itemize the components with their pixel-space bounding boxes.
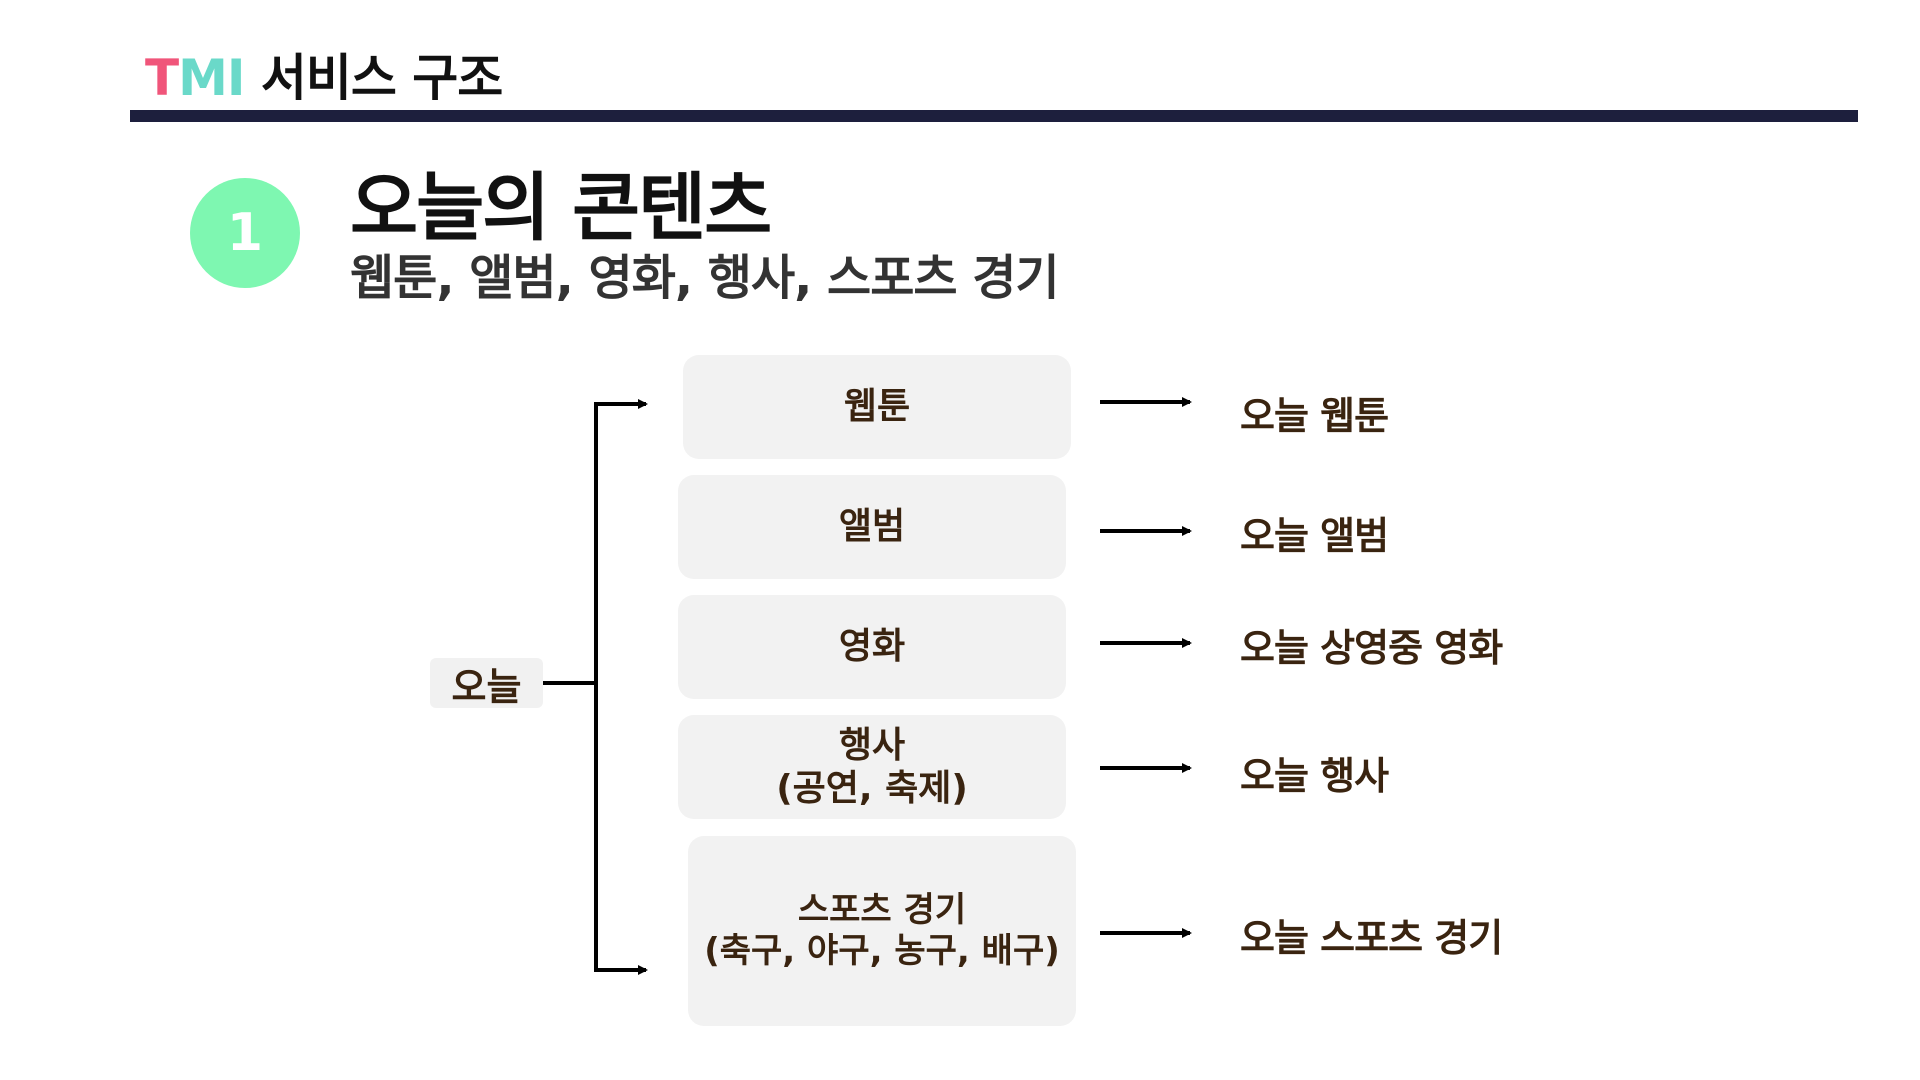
- section-number-badge: 1: [190, 178, 300, 288]
- category-sublabel: (공연, 축제): [776, 768, 968, 809]
- page-header-title: TMI 서비스 구조: [145, 38, 503, 110]
- root-node-today: 오늘: [430, 658, 543, 709]
- section-title: 오늘의 콘텐츠: [350, 165, 772, 251]
- category-label: 스포츠 경기: [797, 890, 967, 931]
- brand-letters-mi: MI: [178, 49, 245, 107]
- category-sublabel: (축구, 야구, 농구, 배구): [704, 931, 1060, 971]
- category-label: 웹툰: [843, 386, 911, 428]
- category-box-webtoon: 웹툰: [683, 355, 1071, 459]
- category-label: 행사: [838, 724, 906, 766]
- category-box-album: 앨범: [678, 475, 1066, 579]
- category-label: 영화: [838, 626, 906, 668]
- result-label-event: 오늘 행사: [1240, 754, 1389, 798]
- result-label-movie: 오늘 상영중 영화: [1240, 626, 1503, 670]
- section-subtitle: 웹툰, 앨범, 영화, 행사, 스포츠 경기: [350, 250, 1060, 306]
- header-divider: [130, 110, 1858, 122]
- result-label-album: 오늘 앨범: [1240, 514, 1389, 558]
- header-title-text: 서비스 구조: [244, 49, 503, 107]
- category-box-event: 행사 (공연, 축제): [678, 715, 1066, 819]
- category-label: 앨범: [838, 506, 906, 548]
- category-box-sports: 스포츠 경기 (축구, 야구, 농구, 배구): [688, 836, 1076, 1026]
- result-label-webtoon: 오늘 웹툰: [1240, 394, 1389, 438]
- category-box-movie: 영화: [678, 595, 1066, 699]
- result-label-sports: 오늘 스포츠 경기: [1240, 916, 1503, 960]
- brand-letter-t: T: [145, 49, 179, 107]
